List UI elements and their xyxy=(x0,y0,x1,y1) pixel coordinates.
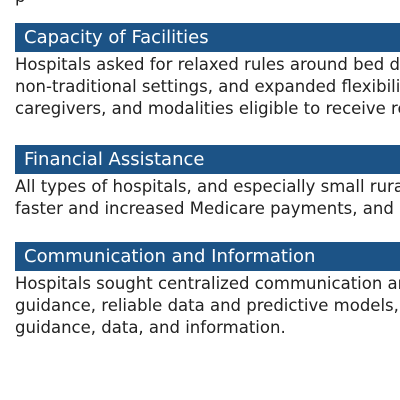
section-capacity-of-facilities: Capacity of Facilities Hospitals asked f… xyxy=(15,23,400,120)
section-communication-and-information: Communication and Information Hospitals … xyxy=(15,242,400,339)
document-page: p Capacity of Facilities Hospitals asked… xyxy=(15,0,400,400)
body-text-line: guidance, reliable data and predictive m… xyxy=(15,296,400,315)
body-text-line: non-traditional settings, and expanded f… xyxy=(15,77,400,96)
section-financial-assistance: Financial Assistance All types of hospit… xyxy=(15,145,400,220)
body-text-line: caregivers, and modalities eligible to r… xyxy=(15,99,400,118)
section-body: Hospitals sought centralized communicati… xyxy=(15,273,400,339)
body-text-line: faster and increased Medicare payments, … xyxy=(15,199,400,218)
section-heading: Communication and Information xyxy=(15,242,400,271)
body-text-line: Hospitals sought centralized communicati… xyxy=(15,274,400,293)
body-text-line: Hospitals asked for relaxed rules around… xyxy=(15,55,400,74)
section-body: Hospitals asked for relaxed rules around… xyxy=(15,54,400,120)
clipped-text-fragment: p xyxy=(15,0,25,8)
section-body: All types of hospitals, and especially s… xyxy=(15,176,400,220)
body-text-line: All types of hospitals, and especially s… xyxy=(15,177,400,196)
body-text-line: guidance, data, and information. xyxy=(15,318,286,337)
section-heading: Capacity of Facilities xyxy=(15,23,400,52)
section-heading: Financial Assistance xyxy=(15,145,400,174)
